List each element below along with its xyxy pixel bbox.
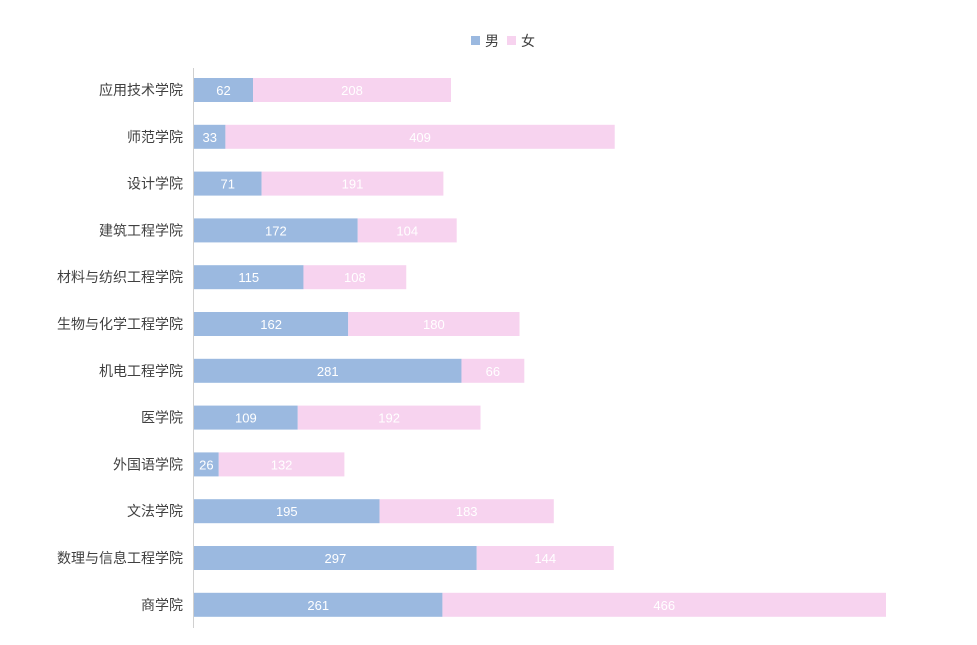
data-label: 162 [260,317,282,332]
bar-male [194,171,262,196]
data-label: 180 [423,317,445,332]
bar-female [253,78,452,102]
category-label: 生物与化学工程学院 [57,317,183,333]
data-label: 409 [409,130,431,145]
category-label: 材料与纺织工程学院 [57,270,183,286]
data-label: 115 [238,270,259,285]
data-label: 208 [341,83,363,98]
data-label: 281 [317,364,339,379]
bar-female [218,452,345,477]
data-label: 183 [456,504,478,519]
data-label: 71 [221,177,235,192]
bar-male [194,218,358,243]
bar-female [297,405,481,430]
bar-male [194,499,380,524]
data-label: 191 [342,177,364,192]
category-label: 设计学院 [127,177,183,193]
data-label: 26 [199,457,213,472]
bar-female [379,499,554,524]
bar-male [194,265,304,290]
data-label: 144 [534,551,556,566]
data-label: 33 [202,130,216,145]
bar-male [194,312,349,336]
data-label: 172 [265,223,287,238]
bar-female [303,265,407,290]
bar-female [261,171,444,196]
legend-swatch-female [507,36,516,45]
data-label: 62 [216,83,230,98]
legend-label: 女 [521,33,535,50]
data-label: 104 [396,223,418,238]
data-label: 195 [276,504,298,519]
category-label: 商学院 [141,598,183,614]
category-label: 机电工程学院 [99,364,183,380]
category-label: 师范学院 [127,129,183,146]
bar-male [194,546,477,570]
data-label: 132 [271,457,293,472]
bar-female [225,124,615,149]
data-label: 109 [235,411,257,426]
bar-male [194,592,443,617]
bar-male [194,78,254,102]
bar-male [194,358,462,383]
category-label: 医学院 [141,411,183,427]
data-label: 466 [653,598,675,613]
bar-male [194,405,298,430]
bar-female [476,546,614,570]
bar-male [194,124,226,149]
bar-female [461,358,525,383]
data-label: 297 [324,551,346,566]
data-label: 261 [307,598,329,613]
bar-female [348,312,520,336]
category-label: 应用技术学院 [99,82,183,99]
category-label: 文法学院 [127,504,183,520]
category-label: 外国语学院 [113,457,183,473]
category-label: 建筑工程学院 [99,223,183,239]
legend-swatch-male [471,36,480,45]
data-label: 108 [344,270,366,285]
legend-label: 男 [485,34,499,50]
legend: 男女 [471,33,535,50]
bar-female [357,218,457,243]
category-label: 数理与信息工程学院 [57,550,183,567]
bar-male [194,452,219,477]
data-label: 192 [378,411,400,426]
bar-female [442,592,886,617]
data-label: 66 [486,364,500,379]
